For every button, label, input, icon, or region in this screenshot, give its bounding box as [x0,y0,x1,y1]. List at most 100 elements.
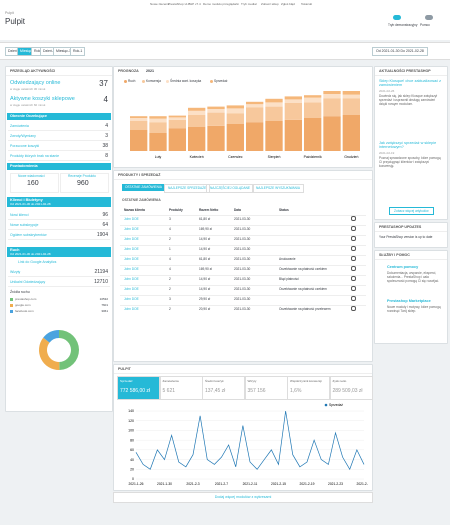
row-label[interactable]: Zamówienia [10,124,29,128]
line-series [135,410,365,471]
metric-value: 4 [103,95,108,104]
box-label[interactable]: Nowe wiadomości [18,174,45,178]
view-icon[interactable] [351,286,356,291]
help-title[interactable]: Prestashop Marketplace [387,299,431,303]
view-icon[interactable] [351,246,356,251]
bar-segment [265,106,283,121]
cell[interactable]: John DOE [124,277,139,281]
panel-title: AKTUALNOŚCI PRESTASHOP [375,67,447,76]
row-label[interactable]: Wizyty [10,270,21,274]
chart: Luty Kwiecień Czerwiec Sierpień Październik G… [130,91,360,159]
top-bar-item[interactable]: Demo modułu przeglądarki [203,2,239,6]
cell[interactable]: John DOE [124,247,139,251]
column-header: Nazwa klienta [124,208,145,212]
cell[interactable]: John DOE [124,257,139,261]
more-button[interactable]: Zobacz więcej artykułów [389,207,434,215]
add-module-button[interactable]: Dodaj więcej modułów z wykresami [113,492,373,503]
cell: 20,90 zł [199,307,211,311]
row-label[interactable]: Unikalni Odwiedzający [10,280,46,284]
panel: AKTUALNOŚCI PRESTASHOP Sklep Kiosque! chc… [374,66,448,220]
bar-segment [342,115,360,151]
cell[interactable]: John DOE [124,307,139,311]
donut-slice [59,330,80,370]
cell: 2021-03-30 [234,247,251,251]
bar-segment [226,124,244,151]
ga-link[interactable]: Link do Google Analytics [18,260,57,264]
row-label[interactable]: Zwroty/Wymiany [10,134,36,138]
top-bar-item[interactable]: Nowe zlecenie [150,2,170,6]
date-range[interactable]: Od 2021-01-30 Do 2021-02-28 [372,47,428,56]
cell[interactable]: John DOE [124,287,139,291]
breadcrumb: Pulpit [5,11,14,15]
box-label[interactable]: Recenzje Produktu [68,174,96,178]
cell[interactable]: John DOE [124,297,139,301]
news-title[interactable]: Jak zwiększyć sprzedaż w sklepie interne… [379,141,437,149]
row-label[interactable]: Ogółem subskrybentów [10,233,47,237]
legend-swatch [10,298,13,301]
column-header: Produkty [169,208,183,212]
action-label[interactable]: Pomoc [420,23,430,27]
cell[interactable]: John DOE [124,217,139,221]
row-label[interactable]: Porzucone koszyki [10,144,40,148]
news-text: Poznaj sprawdzone sposoby, które pomogą … [379,156,441,168]
source-name: facebook.com [15,309,34,313]
metric-label: Odwiedzający online [10,80,61,86]
action-icon[interactable] [425,15,433,20]
cell[interactable]: John DOE [124,267,139,271]
period-button[interactable]: Rok-1 [70,47,86,56]
cell: 2021-03-30 [234,237,251,241]
cell: 2 [169,237,171,241]
news-title[interactable]: Sklep Kiosque! chce zaktualizować z zamó… [379,79,442,87]
view-icon[interactable] [351,276,356,281]
top-bar-item[interactable]: Tryb medial [241,2,257,6]
row-label[interactable]: Nowe subskrypcje [10,223,39,227]
cell: 3 [169,297,171,301]
y-tick-label: 80 [130,438,134,442]
view-icon[interactable] [351,266,356,271]
cell[interactable]: John DOE [124,227,139,231]
row-label[interactable]: Produkty których brak na stanie [10,154,60,158]
bar-segment [130,116,148,118]
action-label[interactable]: Tryb demonstracyjny [388,23,418,27]
top-bar-item[interactable]: Tokarski [301,2,313,6]
action-icon[interactable] [393,15,401,20]
tab[interactable]: NAJLEPSZE WYSZUKIWANIA [252,184,304,193]
tab[interactable]: NAJCZĘŚCIEJ OGLĄDANE [206,184,255,193]
cell: 2021-03-30 [234,227,251,231]
cell[interactable]: John DOE [124,237,139,241]
bar-segment [168,115,186,118]
row-divider [8,150,110,151]
top-bar-item[interactable]: PrestaShop v1.7 [168,2,191,6]
cell: 2 [169,277,171,281]
news-date: 2021-02-26 [379,89,395,93]
cell: 2 [169,287,171,291]
view-icon[interactable] [351,236,356,241]
legend-label: Sprzedaż [214,79,228,83]
help-title[interactable]: Centrum pomocy [387,265,419,269]
kpi-label: Wizyty [247,379,257,383]
bar-segment [149,133,167,151]
bar-segment [342,94,360,99]
bar-segment [207,125,225,151]
cell: 2021-03-30 [234,307,251,311]
view-icon[interactable] [351,256,356,261]
row-value: 4 [105,123,108,129]
view-icon[interactable] [351,216,356,221]
top-bar-item[interactable]: Zgłoś błąd [281,2,295,6]
tab[interactable]: NAJLEPSZE SPRZEDAŻE [164,184,211,193]
top-bar-item[interactable]: Zobacz sklep [261,2,279,6]
legend-label: Sprzedaż [329,403,343,407]
view-icon[interactable] [351,296,356,301]
view-icon[interactable] [351,226,356,231]
tab[interactable]: OSTATNIE ZAMÓWIENIA [122,184,165,191]
y-tick-label: 0 [132,477,134,481]
notification-box [60,173,109,193]
kpi-box[interactable] [329,376,373,400]
metric-label: Aktywne koszyki sklepowe [10,96,75,102]
top-bar-item[interactable]: PHP v7.4 [188,2,201,6]
view-icon[interactable] [351,306,356,311]
row-divider [120,305,366,306]
cell: 1 [169,247,171,251]
x-tick-label: 2021-2-15 [271,482,286,486]
row-label[interactable]: Nowi klienci [10,213,29,217]
